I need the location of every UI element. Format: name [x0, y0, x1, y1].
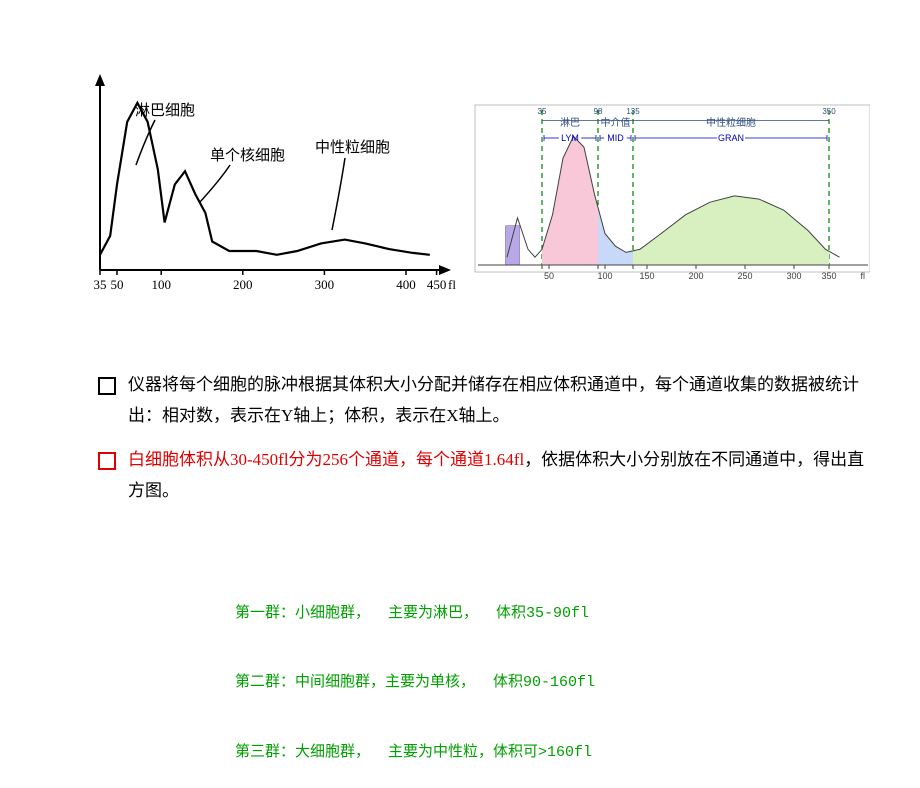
svg-text:50: 50	[544, 271, 554, 281]
bullet-icon	[98, 377, 116, 395]
svg-text:LYM: LYM	[561, 133, 579, 143]
svg-text:150: 150	[639, 271, 654, 281]
svg-text:400: 400	[396, 277, 416, 292]
svg-text:350: 350	[822, 107, 836, 116]
svg-text:100: 100	[151, 277, 171, 292]
svg-text:200: 200	[233, 277, 253, 292]
right-histogram-chart: 淋巴 LYM 中介值 MID 中性粒细胞 GRAN 35 98 135 350 50 100 150 20…	[470, 100, 870, 290]
svg-text:fl: fl	[448, 277, 456, 292]
svg-text:98: 98	[594, 107, 603, 116]
svg-text:135: 135	[626, 107, 640, 116]
group-1: 第一群：小细胞群， 主要为淋巴， 体积35-90fl	[235, 602, 595, 625]
group-3: 第三群：大细胞群， 主要为中性粒，体积可>160fl	[235, 741, 595, 764]
description-text: 仪器将每个细胞的脉冲根据其体积大小分配并储存在相应体积通道中，每个通道收集的数据…	[98, 370, 868, 520]
paragraph-2-text: 白细胞体积从30-450fl分为256个通道，每个通道1.64fl，依据体积大小…	[128, 445, 868, 506]
svg-text:单个核细胞: 单个核细胞	[210, 147, 285, 164]
paragraph-2-red: 白细胞体积从30-450fl分为256个通道，每个通道1.64fl	[128, 450, 524, 469]
svg-text:35: 35	[94, 277, 107, 292]
svg-text:中性粒细胞: 中性粒细胞	[706, 116, 756, 129]
svg-text:50: 50	[111, 277, 124, 292]
svg-text:350: 350	[821, 271, 836, 281]
svg-text:100: 100	[597, 271, 612, 281]
svg-text:200: 200	[688, 271, 703, 281]
svg-text:450: 450	[427, 277, 447, 292]
svg-text:250: 250	[737, 271, 752, 281]
svg-text:淋巴细胞: 淋巴细胞	[135, 102, 195, 119]
bullet-icon	[98, 452, 116, 470]
svg-text:中介值: 中介值	[601, 116, 631, 129]
svg-text:300: 300	[786, 271, 801, 281]
group-2: 第二群：中间细胞群，主要为单核， 体积90-160fl	[235, 671, 595, 694]
svg-text:GRAN: GRAN	[718, 133, 744, 143]
paragraph-1: 仪器将每个细胞的脉冲根据其体积大小分配并储存在相应体积通道中，每个通道收集的数据…	[98, 370, 868, 431]
left-histogram-chart: 35 50 100 200 300 400 450fl 淋巴细胞单个核细胞 中性粒细胞	[60, 70, 460, 300]
svg-text:中性粒细胞: 中性粒细胞	[315, 139, 390, 156]
svg-text:35: 35	[538, 107, 547, 116]
paragraph-2: 白细胞体积从30-450fl分为256个通道，每个通道1.64fl，依据体积大小…	[98, 445, 868, 506]
svg-text:fl: fl	[861, 271, 866, 281]
cell-groups-legend: 第一群：小细胞群， 主要为淋巴， 体积35-90fl 第二群：中间细胞群，主要为…	[235, 555, 595, 788]
svg-text:MID: MID	[607, 133, 624, 143]
svg-text:300: 300	[315, 277, 335, 292]
svg-text:淋巴: 淋巴	[560, 116, 580, 129]
paragraph-1-text: 仪器将每个细胞的脉冲根据其体积大小分配并储存在相应体积通道中，每个通道收集的数据…	[128, 370, 868, 431]
